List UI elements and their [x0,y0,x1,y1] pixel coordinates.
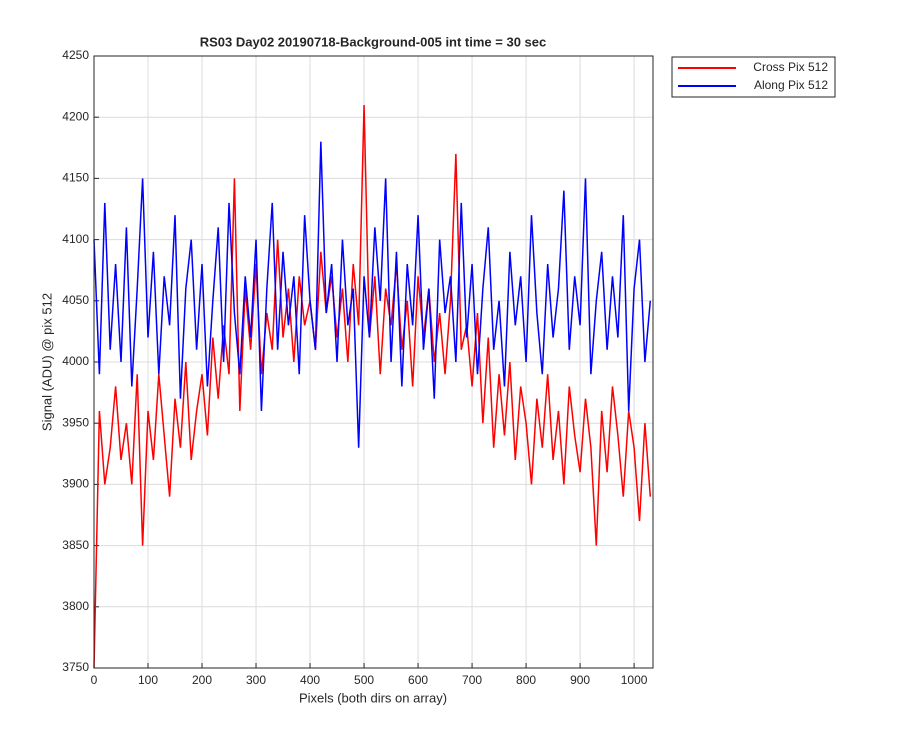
chart-title: RS03 Day02 20190718-Background-005 int t… [200,34,547,49]
y-tick-label: 4050 [62,293,89,307]
y-tick-label: 3850 [62,538,89,552]
y-tick-label: 3800 [62,599,89,613]
x-tick-label: 700 [462,673,482,687]
y-tick-label: 4100 [62,232,89,246]
x-tick-label: 0 [91,673,98,687]
series-line [93,141,652,448]
x-tick-label: 900 [570,673,590,687]
y-tick-label: 4150 [62,171,89,185]
series-line [93,104,652,669]
x-tick-label: 400 [300,673,320,687]
y-tick-label: 4250 [62,48,89,62]
x-tick-label: 800 [516,673,536,687]
y-tick-label: 3950 [62,415,89,429]
legend-box [671,56,836,98]
axes-box [93,55,654,669]
y-tick-label: 3750 [62,660,89,674]
x-axis-label: Pixels (both dirs on array) [299,690,447,705]
x-tick-label: 100 [138,673,158,687]
legend-label: Along Pix 512 [754,78,828,92]
legend-label: Cross Pix 512 [753,60,828,74]
x-tick-label: 500 [354,673,374,687]
x-tick-label: 600 [408,673,428,687]
y-axis-label: Signal (ADU) @ pix 512 [39,293,54,431]
y-tick-label: 4200 [62,109,89,123]
x-tick-label: 1000 [621,673,648,687]
y-tick-label: 4000 [62,354,89,368]
x-tick-label: 200 [192,673,212,687]
x-tick-label: 300 [246,673,266,687]
y-tick-label: 3900 [62,477,89,491]
